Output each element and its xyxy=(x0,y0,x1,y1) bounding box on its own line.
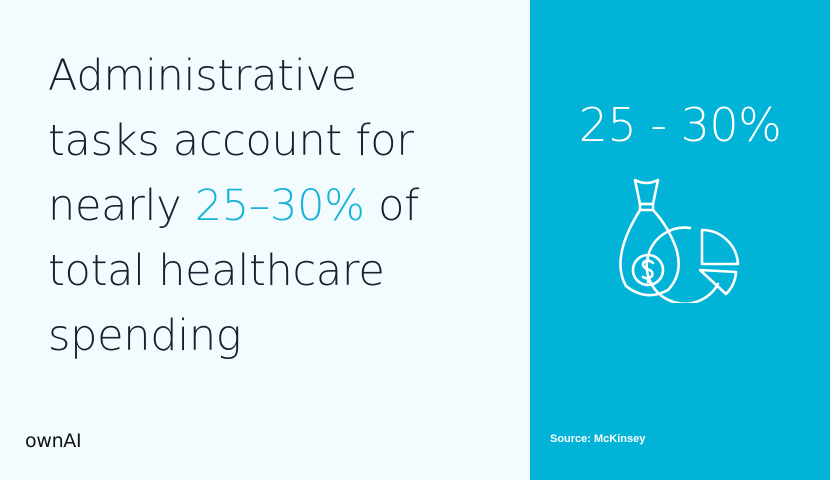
stat-value: 25 - 30% xyxy=(578,98,782,152)
headline-line-4: total healthcare xyxy=(48,246,385,296)
headline-accent: 25–30% xyxy=(194,181,365,231)
left-panel: Administrative tasks account for nearly … xyxy=(25,44,420,452)
headline-line-1: Administrative xyxy=(48,51,357,101)
headline-line-3-pre: nearly xyxy=(48,181,195,231)
source-citation: Source: McKinsey xyxy=(550,433,646,445)
headline-line-2: tasks account for xyxy=(48,116,414,166)
headline-line-3-post: of xyxy=(364,181,419,231)
money-bag-pie-chart-icon xyxy=(619,178,740,303)
brand-logo: ownAI xyxy=(25,430,82,452)
right-panel: 25 - 30% Source: McKinsey xyxy=(530,0,830,480)
headline: Administrative tasks account for nearly … xyxy=(48,44,419,369)
headline-line-5: spending xyxy=(48,311,242,361)
